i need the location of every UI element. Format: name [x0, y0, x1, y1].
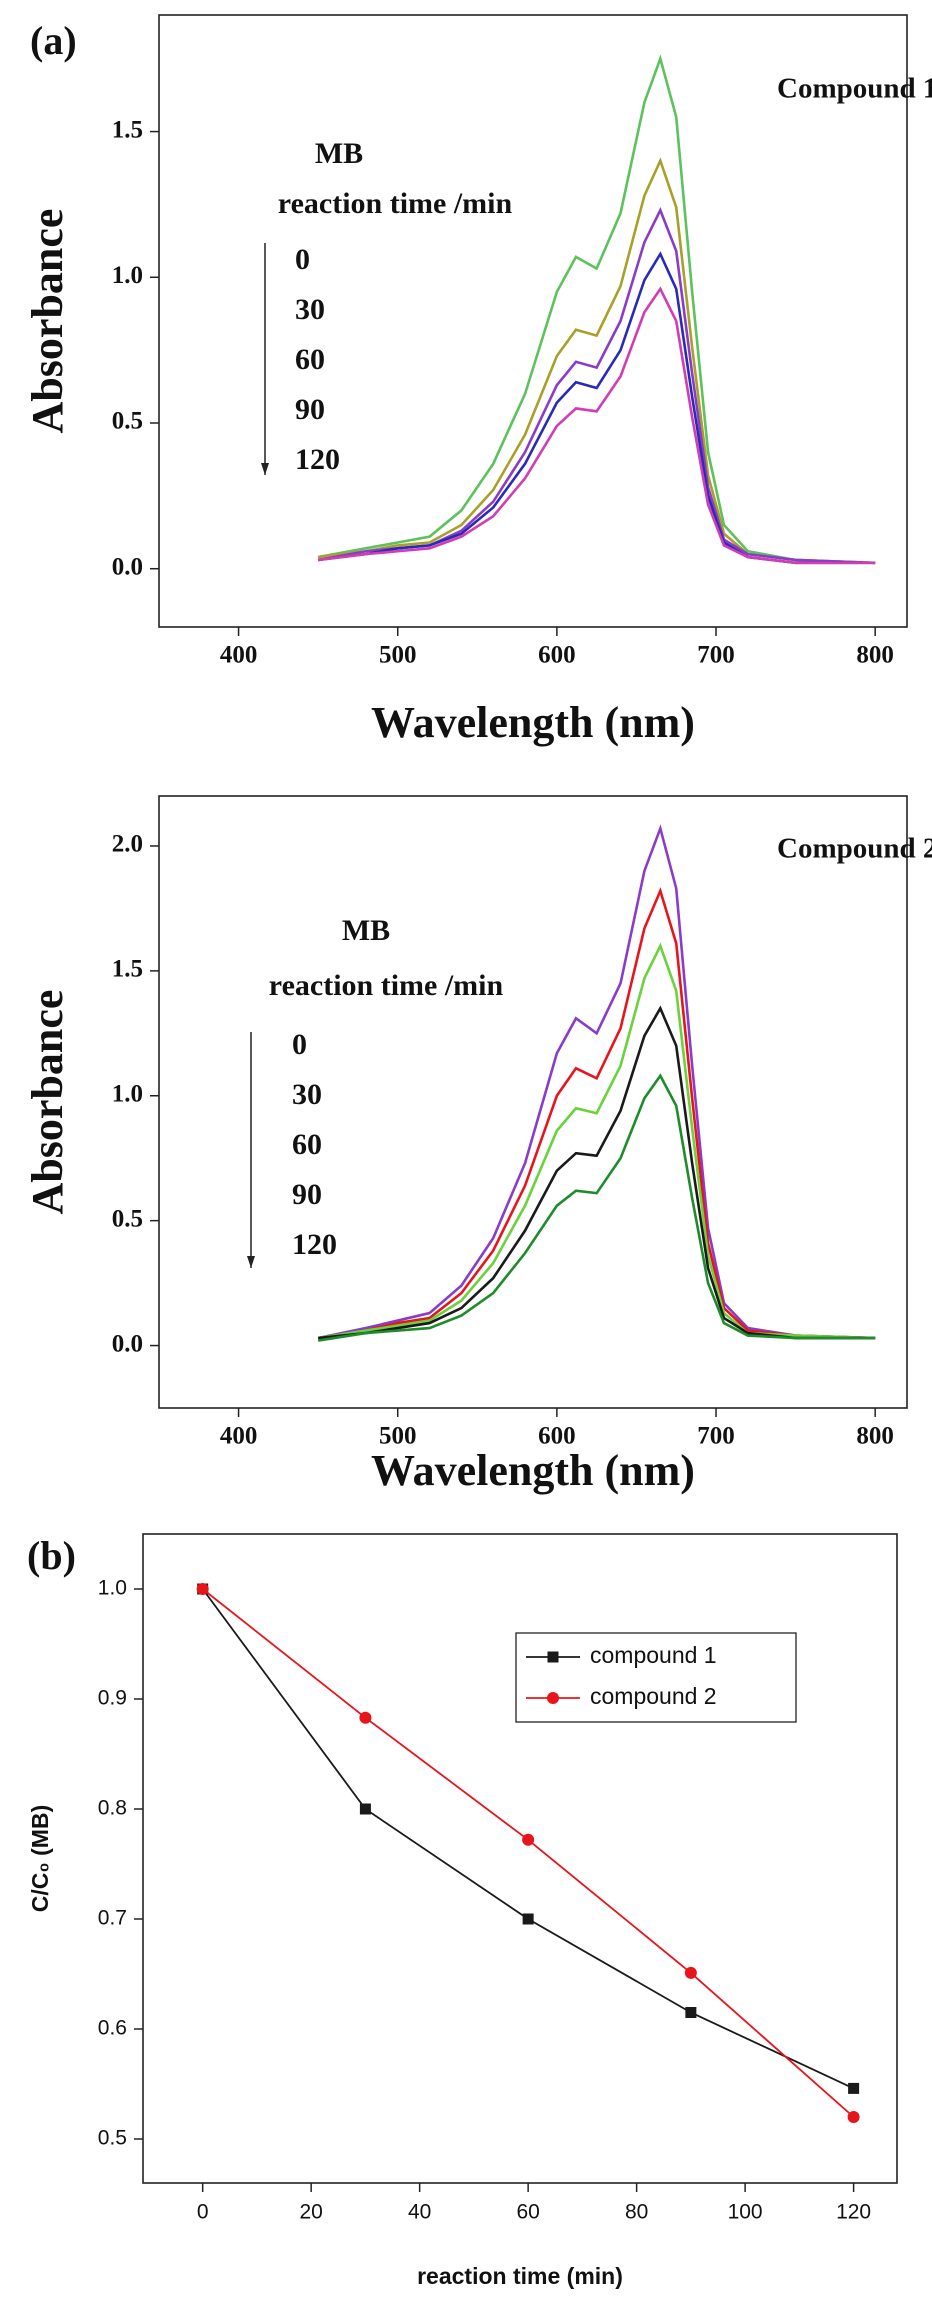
legend-label: 120 — [295, 443, 340, 476]
legend-label: 30 — [292, 1078, 322, 1111]
data-point — [847, 2111, 860, 2123]
x-tick-label: 800 — [856, 1423, 894, 1450]
legend-subtitle: reaction time /min — [269, 969, 504, 1002]
series-line — [317, 887, 876, 1340]
data-point — [684, 1966, 697, 1979]
y-axis-title: C/C₀ (MB) — [27, 1805, 53, 1912]
x-tick-label: 400 — [220, 1423, 258, 1450]
legend-swatch-marker — [547, 1692, 559, 1704]
y-tick-label: 0.0 — [112, 1330, 143, 1357]
legend-label: 60 — [292, 1128, 322, 1161]
legend-label: 90 — [295, 393, 325, 426]
data-point — [359, 1803, 371, 1815]
x-tick-label: 500 — [379, 642, 417, 669]
data-point — [848, 2082, 860, 2094]
x-tick-label: 700 — [697, 642, 735, 669]
x-tick-label: 600 — [538, 642, 576, 669]
x-axis-title: Wavelength (nm) — [371, 1446, 695, 1495]
legend-label: 0 — [295, 243, 310, 276]
x-tick-label: 100 — [728, 2201, 763, 2224]
y-tick-label: 1.5 — [112, 116, 143, 143]
legend-box — [515, 1632, 797, 1723]
legend-subtitle: reaction time /min — [278, 187, 513, 220]
data-point — [359, 1711, 372, 1724]
y-tick-label: 1.0 — [112, 1080, 143, 1107]
y-tick-label: 1.0 — [112, 262, 143, 289]
x-tick-label: 600 — [538, 1423, 576, 1450]
data-point — [522, 1833, 535, 1846]
legend-arrowhead — [247, 1256, 255, 1268]
series-line — [317, 251, 876, 565]
plot-frame — [158, 795, 908, 1409]
series-line — [317, 942, 876, 1340]
x-tick-label: 60 — [516, 2201, 539, 2224]
panel-label: (a) — [30, 18, 77, 63]
y-tick-label: 0.8 — [98, 1797, 127, 1820]
data-point — [685, 2007, 697, 2018]
x-axis-title: reaction time (min) — [417, 2263, 623, 2289]
y-tick-label: 1.0 — [98, 1577, 127, 1600]
y-axis-title: Absorbance — [23, 209, 72, 434]
legend-label: 120 — [292, 1228, 337, 1261]
legend-arrowhead — [261, 463, 269, 475]
annotation: Compound 1 — [777, 73, 932, 105]
series-line — [317, 286, 876, 565]
legend-label: 90 — [292, 1178, 322, 1211]
y-tick-label: 0.6 — [98, 2017, 127, 2040]
plot-frame — [158, 14, 908, 628]
panel-label: (b) — [27, 1533, 76, 1578]
legend-title: MB — [342, 914, 390, 947]
x-tick-label: 40 — [408, 2201, 431, 2224]
legend-title: MB — [315, 137, 363, 170]
series-line — [317, 1073, 876, 1342]
data-point — [522, 1913, 534, 1925]
y-tick-label: 0.0 — [112, 553, 143, 580]
y-axis-title: Absorbance — [23, 990, 72, 1215]
x-tick-label: 20 — [299, 2201, 322, 2224]
y-tick-label: 0.5 — [98, 2127, 127, 2150]
y-tick-label: 0.7 — [98, 1907, 127, 1930]
plot-frame — [142, 1533, 898, 2184]
x-tick-label: 80 — [625, 2201, 648, 2224]
y-tick-label: 1.5 — [112, 956, 143, 983]
x-tick-label: 120 — [836, 2201, 871, 2224]
x-axis-title: Wavelength (nm) — [371, 698, 695, 747]
series-line — [317, 157, 876, 565]
series-line — [317, 54, 876, 565]
chart: 400 500 600 700 8000.00.51.01.52.0Wavelength… — [23, 795, 932, 1495]
series-line — [317, 824, 876, 1340]
legend-label: 30 — [295, 293, 325, 326]
legend-swatch-marker — [547, 1651, 559, 1663]
x-tick-label: 700 — [697, 1423, 735, 1450]
y-tick-label: 0.9 — [98, 1687, 127, 1710]
y-tick-label: 0.5 — [112, 408, 143, 435]
x-tick-label: 500 — [379, 1423, 417, 1450]
legend-label: 60 — [295, 343, 325, 376]
x-tick-label: 0 — [197, 2201, 209, 2224]
x-tick-label: 800 — [856, 642, 894, 669]
x-tick-label: 400 — [220, 642, 258, 669]
annotation: Compound 2 — [777, 833, 932, 865]
data-point — [196, 1583, 209, 1595]
legend-label: compound 2 — [590, 1683, 717, 1709]
legend-label: 0 — [292, 1028, 307, 1061]
legend-label: compound 1 — [590, 1642, 717, 1668]
chart: 0 20 40 60 80 100 120 0.5 0.6 0.7 0.8 0.9 1.0 reactio… — [27, 1533, 898, 2289]
y-tick-label: 2.0 — [112, 831, 143, 858]
y-tick-label: 0.5 — [112, 1205, 143, 1232]
series-line — [318, 1005, 876, 1340]
